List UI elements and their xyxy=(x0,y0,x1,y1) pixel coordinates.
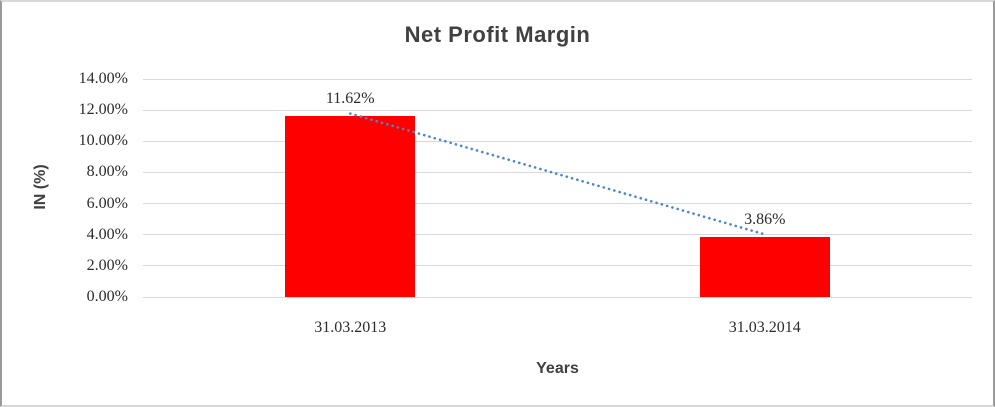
y-tick-label: 12.00% xyxy=(78,101,128,119)
gridline-12.00% xyxy=(143,109,972,111)
gridline-2.00% xyxy=(143,265,972,267)
bar-31.03.2013 xyxy=(285,116,416,297)
gridline-14.00% xyxy=(143,78,972,80)
y-tick-label: 4.00% xyxy=(86,225,128,243)
bar-data-label: 11.62% xyxy=(325,90,375,108)
y-tick-label: 10.00% xyxy=(78,132,128,150)
x-axis-title: Years xyxy=(536,360,579,377)
gridline-10.00% xyxy=(143,140,972,142)
y-tick-label: 14.00% xyxy=(78,70,128,87)
bar-data-label: 3.86% xyxy=(744,210,786,228)
y-tick-label: 2.00% xyxy=(86,256,128,274)
gridline-8.00% xyxy=(143,171,972,173)
chart-title: Net Profit Margin xyxy=(404,22,591,47)
y-axis-title: IN (%) xyxy=(32,164,49,210)
gridline-4.00% xyxy=(143,234,972,236)
y-tick-label: 8.00% xyxy=(86,163,128,181)
x-tick-label: 31.03.2013 xyxy=(314,319,387,336)
bar-31.03.2014 xyxy=(699,236,830,297)
gridline-0.00% xyxy=(143,296,972,298)
y-tick-label: 6.00% xyxy=(86,194,128,212)
gridline-6.00% xyxy=(143,203,972,205)
y-tick-label: 0.00% xyxy=(86,288,128,305)
x-tick-label: 31.03.2014 xyxy=(728,319,801,336)
